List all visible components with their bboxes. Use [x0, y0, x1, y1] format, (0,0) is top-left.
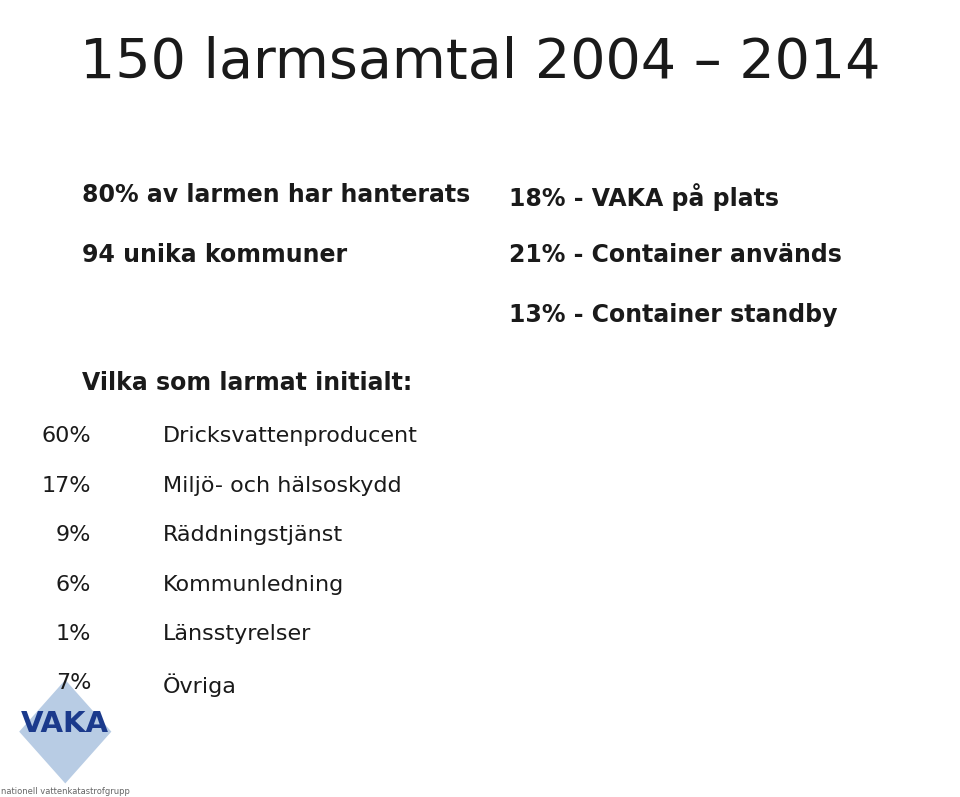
Text: Kommunledning: Kommunledning: [163, 575, 345, 595]
Polygon shape: [19, 680, 111, 783]
Text: 150 larmsamtal 2004 – 2014: 150 larmsamtal 2004 – 2014: [80, 36, 880, 90]
Text: nationell vattenkatastrofgrupp: nationell vattenkatastrofgrupp: [1, 787, 130, 796]
Text: 1%: 1%: [56, 624, 91, 644]
Text: 21% - Container används: 21% - Container används: [509, 243, 842, 267]
Text: 17%: 17%: [41, 476, 91, 496]
Text: 7%: 7%: [56, 673, 91, 693]
Text: 94 unika kommuner: 94 unika kommuner: [82, 243, 347, 267]
Text: VAKA: VAKA: [21, 709, 109, 738]
Text: 13% - Container standby: 13% - Container standby: [509, 303, 837, 327]
Text: Vilka som larmat initialt:: Vilka som larmat initialt:: [82, 371, 412, 395]
Text: 60%: 60%: [41, 426, 91, 446]
Text: Länsstyrelser: Länsstyrelser: [163, 624, 312, 644]
Text: Övriga: Övriga: [163, 673, 237, 697]
Text: Dricksvattenproducent: Dricksvattenproducent: [163, 426, 418, 446]
Text: 6%: 6%: [56, 575, 91, 595]
Text: 9%: 9%: [56, 525, 91, 545]
Text: Räddningstjänst: Räddningstjänst: [163, 525, 344, 545]
Text: Miljö- och hälsoskydd: Miljö- och hälsoskydd: [163, 476, 402, 496]
Text: 18% - VAKA på plats: 18% - VAKA på plats: [509, 183, 779, 211]
Text: 80% av larmen har hanterats: 80% av larmen har hanterats: [82, 183, 469, 207]
